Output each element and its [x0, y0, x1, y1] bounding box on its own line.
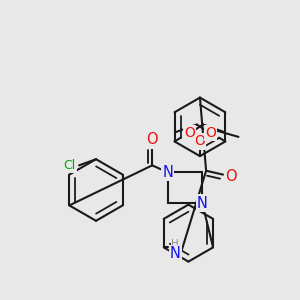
Text: N: N — [197, 196, 208, 211]
Text: N: N — [162, 165, 173, 180]
Text: O: O — [225, 169, 237, 184]
Text: O: O — [194, 134, 206, 148]
Text: Cl: Cl — [64, 159, 76, 172]
Text: O: O — [205, 126, 216, 140]
Text: O: O — [146, 132, 158, 147]
Text: O: O — [184, 126, 195, 140]
Text: N: N — [170, 246, 181, 261]
Text: H: H — [171, 239, 179, 249]
